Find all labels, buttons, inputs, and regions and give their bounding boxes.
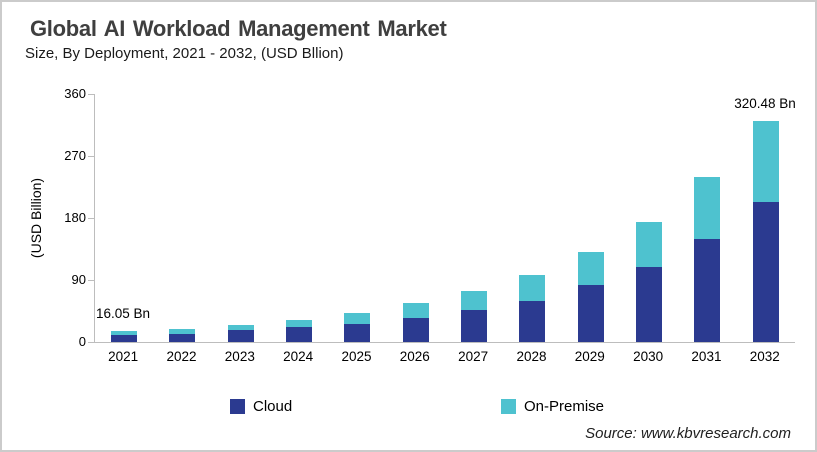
- bar-slot-2023: [212, 94, 270, 342]
- x-tick-label-2030: 2030: [633, 349, 664, 364]
- x-tick-label-2026: 2026: [399, 349, 430, 364]
- value-annotation-2032: 320.48 Bn: [734, 96, 796, 111]
- page-subtitle: Size, By Deployment, 2021 - 2032, (USD B…: [25, 45, 344, 62]
- bar-segment-on-premise-2027: [461, 291, 488, 311]
- bar-2031: [694, 177, 721, 342]
- bar-slot-2028: [503, 94, 561, 342]
- bar-segment-on-premise-2028: [519, 275, 546, 302]
- x-tick-label-2028: 2028: [516, 349, 547, 364]
- source-credit: Source: www.kbvresearch.com: [585, 425, 791, 442]
- x-tick-label-2024: 2024: [283, 349, 314, 364]
- x-tick-label-2022: 2022: [166, 349, 197, 364]
- x-tick-label-2023: 2023: [224, 349, 255, 364]
- y-tick-label-360: 360: [64, 86, 86, 101]
- legend-swatch-on-premise: [501, 399, 516, 414]
- y-tick-mark-180: [88, 218, 94, 219]
- bar-segment-cloud-2023: [227, 330, 254, 342]
- bar-segment-cloud-2025: [344, 323, 371, 342]
- bar-2029: [577, 252, 604, 342]
- bar-slot-2030: [620, 94, 678, 342]
- bar-segment-cloud-2021: [111, 335, 138, 342]
- bar-slot-2027: [445, 94, 503, 342]
- bar-2026: [402, 302, 429, 342]
- bar-2024: [286, 320, 313, 342]
- bar-segment-cloud-2022: [169, 333, 196, 342]
- y-tick-label-270: 270: [64, 148, 86, 163]
- legend-label-on-premise: On-Premise: [524, 398, 605, 415]
- bar-segment-on-premise-2031: [694, 177, 721, 240]
- x-tick-label-2021: 2021: [108, 349, 139, 364]
- bar-slot-2025: [328, 94, 386, 342]
- y-tick-label-90: 90: [71, 272, 86, 287]
- bar-segment-on-premise-2032: [752, 121, 779, 203]
- page-title: Global AI Workload Management Market: [30, 16, 447, 41]
- bar-segment-cloud-2031: [694, 239, 721, 342]
- bar-2025: [344, 313, 371, 342]
- y-tick-mark-0: [88, 342, 94, 343]
- bar-segment-cloud-2026: [402, 317, 429, 342]
- x-tick-label-2032: 2032: [749, 349, 780, 364]
- y-tick-mark-90: [88, 280, 94, 281]
- bar-segment-on-premise-2029: [577, 252, 604, 286]
- legend-item-on-premise: On-Premise: [501, 398, 604, 415]
- bar-segment-cloud-2028: [519, 301, 546, 342]
- bars: [95, 94, 795, 342]
- bar-2022: [169, 328, 196, 342]
- plot-area: [94, 94, 795, 343]
- x-axis-labels: 2021 2022 2023 2024 2025 2026 2027 2028 2029 2030…: [94, 349, 794, 364]
- legend-swatch-cloud: [230, 399, 245, 414]
- x-tick-label-2031: 2031: [691, 349, 722, 364]
- value-annotation-2021: 16.05 Bn: [95, 306, 151, 321]
- y-tick-mark-360: [88, 94, 94, 95]
- bar-segment-cloud-2032: [752, 202, 779, 342]
- legend-label-cloud: Cloud: [253, 398, 293, 415]
- x-tick-label-2029: 2029: [574, 349, 605, 364]
- bar-2027: [461, 291, 488, 342]
- legend-item-cloud: Cloud: [230, 398, 292, 415]
- bar-segment-on-premise-2026: [402, 302, 429, 318]
- bar-slot-2032: [737, 94, 795, 342]
- bar-2030: [636, 221, 663, 342]
- bar-slot-2026: [387, 94, 445, 342]
- bar-2032: [752, 121, 779, 342]
- bar-segment-cloud-2024: [286, 327, 313, 342]
- bar-segment-cloud-2027: [461, 310, 488, 342]
- bar-slot-2021: [95, 94, 153, 342]
- bar-2028: [519, 275, 546, 342]
- bar-2021: [111, 331, 138, 342]
- bar-segment-on-premise-2021: [111, 331, 138, 335]
- bar-segment-on-premise-2022: [169, 328, 196, 334]
- bar-segment-on-premise-2024: [286, 320, 313, 327]
- bar-segment-on-premise-2030: [636, 221, 663, 267]
- bar-segment-on-premise-2023: [227, 324, 254, 331]
- bar-slot-2022: [153, 94, 211, 342]
- x-tick-label-2027: 2027: [458, 349, 489, 364]
- x-tick-label-2025: 2025: [341, 349, 372, 364]
- bar-2023: [227, 324, 254, 342]
- bar-segment-on-premise-2025: [344, 313, 371, 324]
- y-tick-mark-270: [88, 156, 94, 157]
- bar-slot-2031: [678, 94, 736, 342]
- y-tick-label-0: 0: [78, 334, 86, 349]
- bar-segment-cloud-2030: [636, 267, 663, 342]
- bar-segment-cloud-2029: [577, 285, 604, 342]
- bar-slot-2029: [562, 94, 620, 342]
- bar-slot-2024: [270, 94, 328, 342]
- y-tick-label-180: 180: [64, 210, 86, 225]
